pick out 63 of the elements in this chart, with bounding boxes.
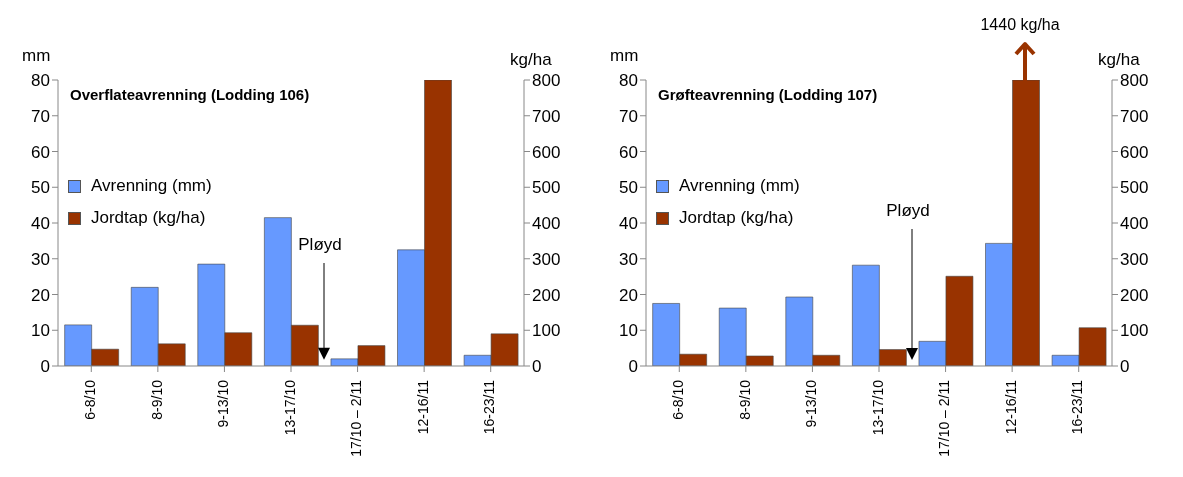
y-tick-label: 20 xyxy=(619,285,638,305)
y-tick-label: 30 xyxy=(31,249,50,269)
y2-tick-label: 600 xyxy=(1120,142,1149,162)
y-tick-label: 30 xyxy=(619,249,638,269)
y-tick-label: 40 xyxy=(31,214,50,234)
legend-label: Avrenning (mm) xyxy=(679,175,800,197)
y-tick-label: 60 xyxy=(31,142,50,162)
y2-axis-title: kg/ha xyxy=(510,50,552,70)
y2-tick-label: 0 xyxy=(532,357,542,377)
y-tick-label: 0 xyxy=(40,357,50,377)
y2-tick-label: 100 xyxy=(532,321,561,341)
text: 1440 kg/ha xyxy=(980,16,1060,34)
x-tick-label: 6-8/10 xyxy=(81,379,98,420)
y-tick-label: 0 xyxy=(628,357,638,377)
y2-tick-label: 300 xyxy=(532,249,561,269)
y2-tick-label: 200 xyxy=(1120,285,1149,305)
x-tick-label: 16-23/11 xyxy=(1069,379,1086,435)
annotation: Pløyd xyxy=(298,235,342,256)
y2-tick-label: 100 xyxy=(1120,321,1149,341)
y-tick-label: 60 xyxy=(619,142,638,162)
legend-label: Avrenning (mm) xyxy=(91,175,212,197)
x-tick-label: 13-17/10 xyxy=(281,379,298,436)
y-tick-label: 50 xyxy=(619,178,638,198)
y2-tick-label: 400 xyxy=(1120,214,1149,234)
y-tick-label: 70 xyxy=(31,106,50,126)
y2-tick-label: 300 xyxy=(1120,249,1149,269)
chart-title: Overflateavrenning (Lodding 106) xyxy=(70,86,310,103)
y-tick-label: 20 xyxy=(31,285,50,305)
y-axis-title: mm xyxy=(610,46,639,66)
y2-tick-label: 700 xyxy=(1120,106,1149,126)
x-tick-label: 9-13/10 xyxy=(803,379,820,428)
chart-title: Grøfteavrenning (Lodding 107) xyxy=(658,86,878,103)
legend-label: Jordtap (kg/ha) xyxy=(91,207,206,229)
x-tick-label: 17/10 – 2/11 xyxy=(936,379,953,457)
y-tick-label: 80 xyxy=(31,71,50,91)
y2-axis-title: kg/ha xyxy=(1098,50,1140,70)
legend-label: Jordtap (kg/ha) xyxy=(679,207,794,229)
y2-tick-label: 800 xyxy=(532,71,561,91)
annotation: Pløyd xyxy=(886,201,930,221)
y-tick-label: 10 xyxy=(31,321,50,341)
y2-tick-label: 700 xyxy=(532,106,561,126)
y2-tick-label: 400 xyxy=(532,214,561,234)
y2-tick-label: 0 xyxy=(1120,357,1130,377)
y-tick-label: 40 xyxy=(619,214,638,234)
y2-tick-label: 500 xyxy=(532,178,561,198)
y2-tick-label: 500 xyxy=(1120,178,1149,198)
x-tick-label: 8-9/10 xyxy=(736,379,753,420)
x-tick-label: 12-16/11 xyxy=(1002,379,1019,435)
y-tick-label: 80 xyxy=(619,71,638,91)
y-tick-label: 50 xyxy=(31,178,50,198)
x-tick-label: 13-17/10 xyxy=(869,379,886,436)
y2-tick-label: 600 xyxy=(532,142,561,162)
x-tick-label: 16-23/11 xyxy=(481,379,498,435)
x-tick-label: 6-8/10 xyxy=(669,379,686,420)
y-tick-label: 10 xyxy=(619,321,638,341)
x-tick-label: 12-16/11 xyxy=(414,379,431,435)
x-tick-label: 17/10 – 2/11 xyxy=(348,379,365,457)
x-tick-label: 8-9/10 xyxy=(148,379,165,420)
y2-tick-label: 800 xyxy=(1120,71,1149,91)
x-tick-label: 9-13/10 xyxy=(215,379,232,428)
y2-tick-label: 200 xyxy=(532,285,561,305)
y-axis-title: mm xyxy=(22,46,51,66)
y-tick-label: 70 xyxy=(619,106,638,126)
